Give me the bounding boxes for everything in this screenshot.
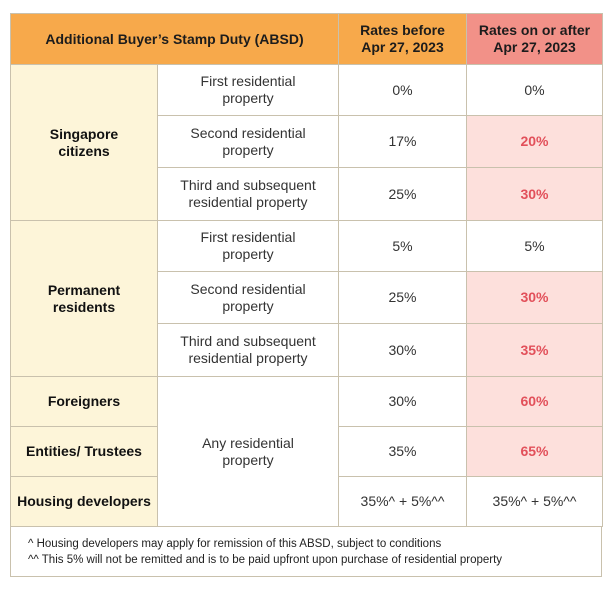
table-row: Housing developers 35%^ + 5%^^ 35%^ + 5%… — [10, 476, 603, 527]
group-entities-trustees: Entities/ Trustees — [10, 426, 158, 477]
rate-after-cell: 5% — [466, 220, 603, 272]
any-residential-property-cell: Any residential property — [157, 376, 339, 527]
rate-after-cell: 0% — [466, 64, 603, 116]
rates-after-label: Rates on or after — [478, 22, 591, 38]
group-permanent-residents: Permanent residents — [10, 220, 158, 377]
table-row: Third and subsequent residential property… — [11, 167, 603, 221]
footnote-remission: ^ Housing developers may apply for remis… — [28, 538, 442, 550]
group-foreigners: Foreigners — [10, 376, 158, 427]
rates-after-date: Apr 27, 2023 — [493, 39, 576, 55]
rate-after-cell-highlighted: 30% — [466, 271, 603, 324]
table-row: Second residential property 25% 30% — [11, 271, 603, 324]
rate-before-cell: 25% — [338, 271, 467, 324]
rate-before-cell: 35% — [338, 426, 467, 477]
table-row: Singapore citizens First residential prope… — [10, 64, 603, 221]
absd-rates-table-container: Additional Buyer’s Stamp Duty (ABSD) Rat… — [10, 13, 603, 577]
property-type-cell: Third and subsequent residential property — [157, 323, 339, 377]
rates-before-label: Rates before — [360, 22, 445, 38]
rate-before-cell: 17% — [338, 115, 467, 168]
property-type-cell: Third and subsequent residential property — [157, 167, 339, 221]
group-housing-developers: Housing developers — [10, 476, 158, 527]
rates-before-header: Rates before Apr 27, 2023 — [338, 13, 467, 65]
footnotes: ^ Housing developers may apply for remis… — [10, 527, 602, 577]
rate-before-cell: 30% — [338, 323, 467, 377]
rate-before-cell: 30% — [338, 376, 467, 427]
header-row: Additional Buyer’s Stamp Duty (ABSD) Rat… — [10, 13, 603, 65]
rate-after-cell-highlighted: 60% — [466, 376, 603, 427]
footnote-upfront-payment: ^^ This 5% will not be remitted and is t… — [28, 554, 503, 566]
rate-before-cell: 5% — [338, 220, 467, 272]
table-row: Entities/ Trustees 35% 65% — [10, 426, 603, 477]
rate-after-cell: 35%^ + 5%^^ — [466, 476, 603, 527]
property-type-cell: First residential property — [157, 220, 339, 272]
rate-before-cell: 0% — [338, 64, 467, 116]
rate-after-cell-highlighted: 30% — [466, 167, 603, 221]
property-type-cell: First residential property — [157, 64, 339, 116]
property-type-cell: Second residential property — [157, 271, 339, 324]
rate-before-cell: 25% — [338, 167, 467, 221]
group-singapore-citizens: Singapore citizens — [10, 64, 158, 221]
table-row: Permanent residents First residential prop… — [10, 220, 603, 377]
table-title: Additional Buyer’s Stamp Duty (ABSD) — [10, 13, 339, 65]
rate-after-cell-highlighted: 65% — [466, 426, 603, 477]
absd-rates-table: Additional Buyer’s Stamp Duty (ABSD) Rat… — [10, 13, 603, 527]
rate-after-cell-highlighted: 20% — [466, 115, 603, 168]
rates-after-header: Rates on or after Apr 27, 2023 — [466, 13, 603, 65]
table-row: Second residential property 17% 20% — [11, 115, 603, 168]
table-row: Foreigners Any residential property 30% 6… — [10, 376, 603, 527]
rate-before-cell: 35%^ + 5%^^ — [338, 476, 467, 527]
rate-after-cell-highlighted: 35% — [466, 323, 603, 377]
rates-before-date: Apr 27, 2023 — [361, 39, 444, 55]
table-row: Third and subsequent residential property… — [11, 323, 603, 377]
property-type-cell: Second residential property — [157, 115, 339, 168]
